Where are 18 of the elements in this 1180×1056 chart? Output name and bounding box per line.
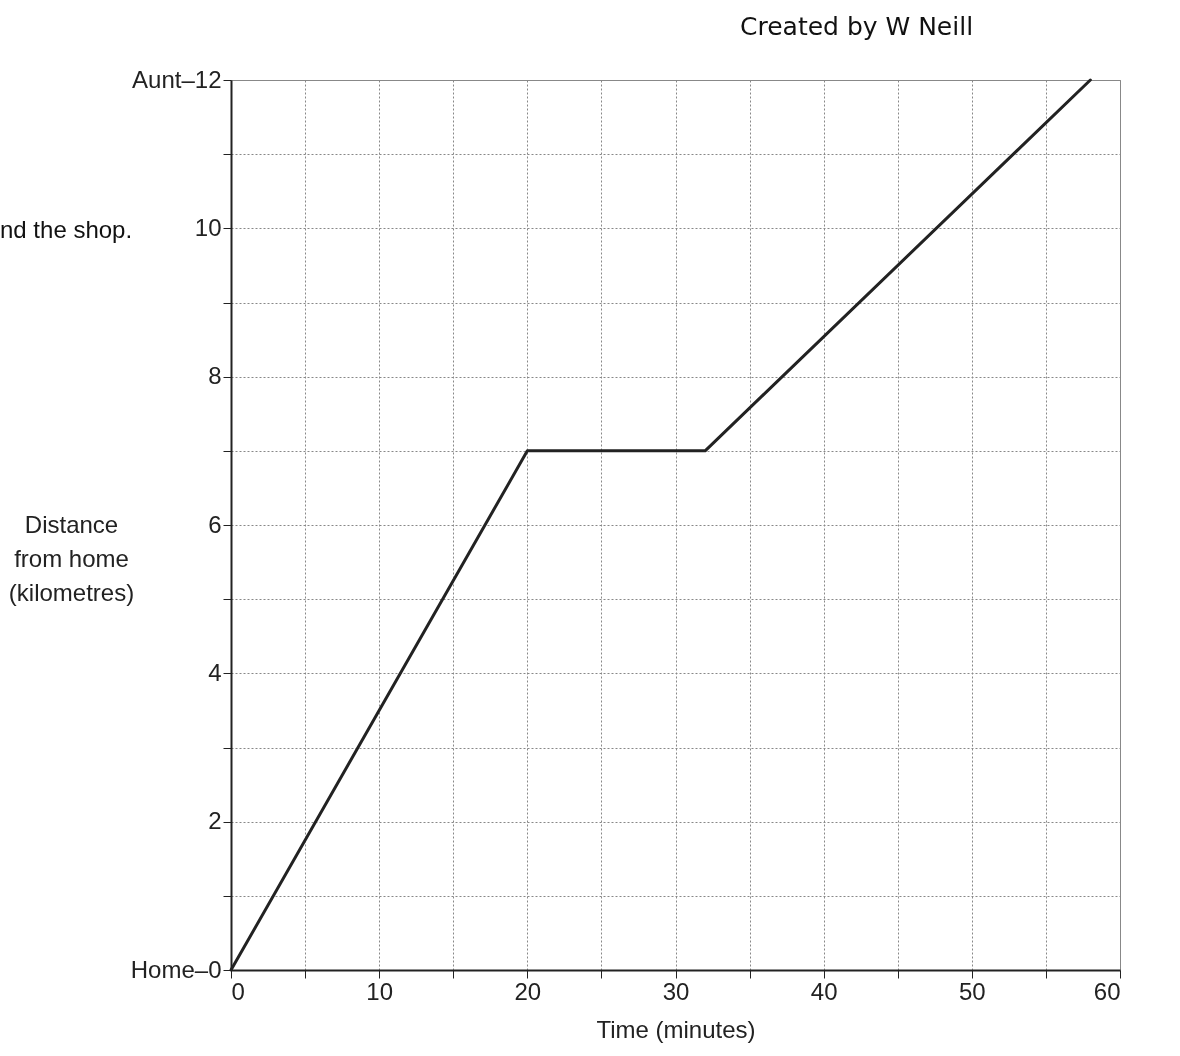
y-tick-label: Home–0	[130, 955, 222, 983]
x-axis-title: Time (minutes)	[596, 1015, 756, 1043]
y-tick-label: 4	[208, 658, 222, 686]
x-tick-label: 10	[366, 977, 394, 1005]
x-tick-label: 60	[1093, 977, 1121, 1005]
y-tick-label: 2	[208, 807, 222, 835]
x-tick-label: 40	[810, 977, 838, 1005]
y-tick-label: 6	[208, 510, 222, 538]
text: Created by W Neill	[740, 12, 974, 41]
y-tick-label: 8	[208, 362, 222, 390]
x-tick-label: 0	[231, 977, 245, 1005]
text: nd the shop.	[0, 216, 133, 244]
y-axis-title: Distance from home (kilometres)	[8, 510, 135, 606]
y-tick-label: 10	[194, 213, 222, 241]
y-tick-label: Aunt–12	[132, 65, 222, 93]
x-tick-label: 30	[662, 977, 690, 1005]
x-tick-label: 50	[958, 977, 986, 1005]
x-tick-label: 20	[514, 977, 542, 1005]
